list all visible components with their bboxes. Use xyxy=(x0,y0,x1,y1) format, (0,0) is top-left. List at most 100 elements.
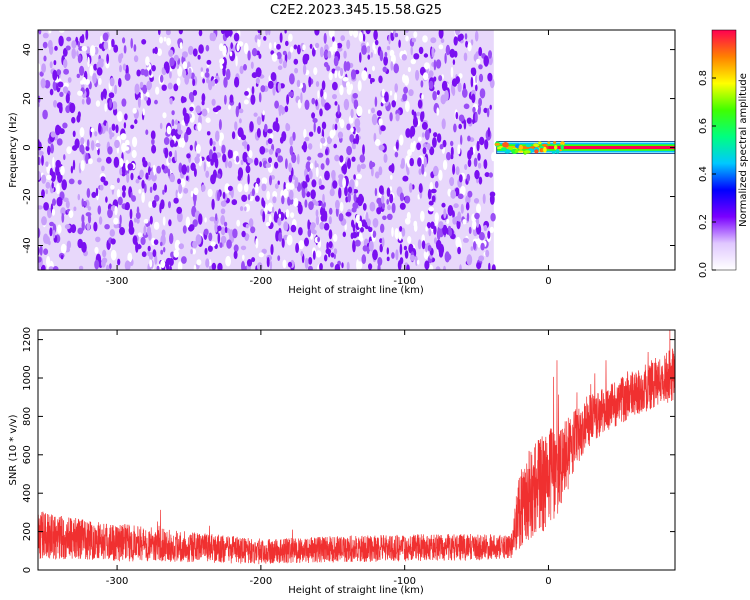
noise-blob xyxy=(336,42,343,49)
noise-blob xyxy=(305,174,310,183)
noise-blob xyxy=(399,192,404,202)
noise-blob xyxy=(321,121,327,130)
noise-blob xyxy=(381,88,385,97)
noise-blob xyxy=(388,165,395,172)
noise-blob xyxy=(62,47,68,57)
noise-blob xyxy=(79,65,85,76)
noise-blob xyxy=(288,33,293,42)
noise-blob xyxy=(240,245,247,251)
noise-blob xyxy=(304,99,310,111)
noise-blob xyxy=(267,138,273,144)
noise-blob xyxy=(304,187,308,194)
noise-blob xyxy=(81,98,85,105)
noise-blob xyxy=(281,237,285,248)
noise-blob xyxy=(162,189,165,195)
noise-blob xyxy=(333,248,338,255)
noise-blob xyxy=(222,191,226,199)
noise-blob xyxy=(133,44,137,52)
noise-blob xyxy=(124,72,131,81)
noise-blob xyxy=(409,157,415,167)
noise-blob xyxy=(38,205,43,210)
noise-blob xyxy=(315,81,320,87)
noise-blob xyxy=(233,250,238,260)
noise-blob xyxy=(56,196,63,207)
noise-blob xyxy=(323,222,330,231)
noise-blob xyxy=(488,50,492,59)
noise-blob xyxy=(74,138,80,149)
noise-blob xyxy=(332,81,338,91)
noise-blob xyxy=(182,51,188,58)
noise-blob xyxy=(311,179,317,188)
noise-blob xyxy=(265,222,271,227)
noise-blob xyxy=(50,143,54,154)
noise-blob xyxy=(444,89,449,102)
noise-blob xyxy=(177,129,183,135)
noise-blob xyxy=(66,146,72,155)
noise-blob xyxy=(384,51,388,58)
noise-blob xyxy=(390,175,393,180)
noise-blob xyxy=(428,228,432,237)
noise-blob xyxy=(144,96,149,101)
noise-blob xyxy=(292,175,296,180)
noise-blob xyxy=(41,174,47,184)
noise-blob xyxy=(479,136,485,146)
noise-blob xyxy=(343,50,347,59)
noise-blob xyxy=(46,174,52,180)
noise-blob xyxy=(395,113,400,122)
noise-blob xyxy=(63,197,69,203)
noise-blob xyxy=(94,259,100,270)
noise-blob xyxy=(334,123,338,131)
noise-blob xyxy=(61,212,65,223)
noise-blob xyxy=(140,236,146,246)
noise-blob xyxy=(167,168,171,177)
noise-blob xyxy=(173,83,179,92)
noise-blob xyxy=(211,98,216,106)
noise-blob xyxy=(343,98,350,111)
noise-blob xyxy=(227,160,233,169)
noise-blob xyxy=(240,134,247,141)
noise-blob xyxy=(119,214,122,225)
noise-blob xyxy=(128,226,135,235)
noise-blob xyxy=(302,181,308,189)
noise-blob xyxy=(432,165,439,177)
noise-blob xyxy=(347,192,352,203)
noise-blob xyxy=(173,249,179,258)
noise-blob xyxy=(355,214,360,224)
noise-blob xyxy=(99,43,103,49)
signal-band-core xyxy=(548,146,675,150)
noise-blob xyxy=(288,183,295,190)
noise-blob xyxy=(246,144,250,152)
noise-blob xyxy=(227,30,233,36)
colorbar: 0.0 0.2 0.4 0.6 0.8 Normalized spectral ampl… xyxy=(698,29,749,278)
noise-blob xyxy=(457,144,461,155)
noise-blob xyxy=(169,233,174,245)
noise-blob xyxy=(56,102,63,109)
noise-blob xyxy=(487,72,493,82)
noise-blob xyxy=(442,159,448,171)
noise-blob xyxy=(261,183,267,192)
noise-blob xyxy=(361,45,367,55)
noise-blob xyxy=(66,36,72,42)
noise-blob xyxy=(367,54,371,60)
noise-blob xyxy=(421,121,428,130)
noise-blob xyxy=(189,224,195,231)
noise-blob xyxy=(93,63,98,71)
noise-blob xyxy=(139,81,144,88)
noise-blob xyxy=(346,261,350,270)
noise-blob xyxy=(356,259,360,270)
noise-blob xyxy=(245,224,249,229)
noise-blob xyxy=(297,201,302,206)
noise-blob xyxy=(246,259,253,267)
noise-blob xyxy=(178,243,184,250)
noise-blob xyxy=(376,207,382,215)
noise-blob xyxy=(443,265,446,270)
noise-blob xyxy=(361,254,367,265)
noise-blob xyxy=(66,240,72,249)
noise-blob xyxy=(261,197,265,207)
noise-blob xyxy=(327,137,333,143)
noise-blob xyxy=(394,83,399,93)
noise-blob xyxy=(490,212,496,222)
noise-blob xyxy=(154,194,160,202)
noise-blob xyxy=(100,91,104,101)
noise-blob xyxy=(218,43,224,52)
